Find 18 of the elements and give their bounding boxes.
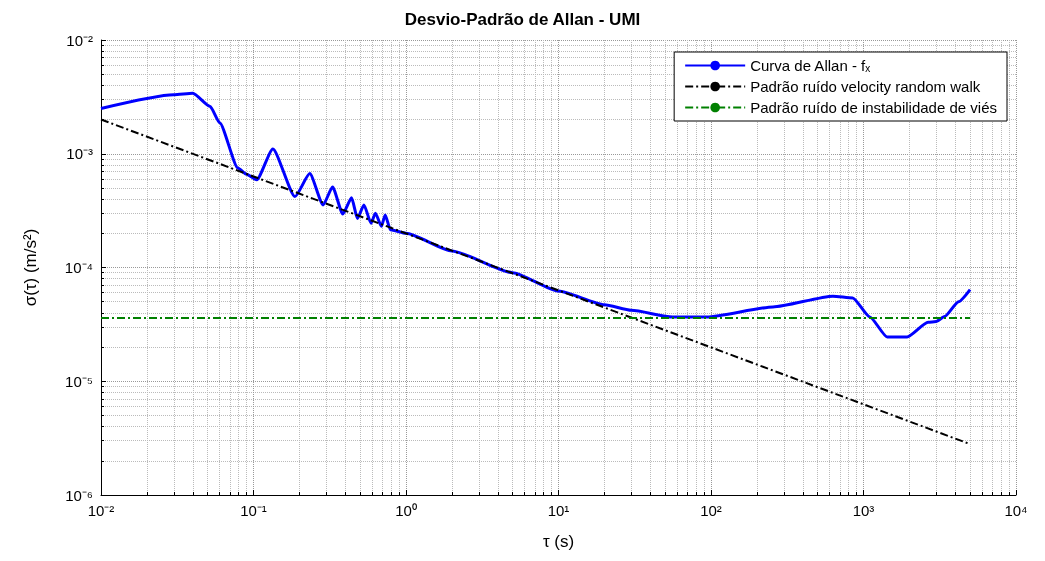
y-tick-label: 10⁻⁴	[64, 259, 93, 276]
x-tick-label: 10²	[700, 502, 722, 519]
x-axis-title: τ (s)	[542, 532, 575, 551]
x-tick-label: 10¹	[547, 502, 570, 519]
chart-title: Desvio-Padrão de Allan - UMI	[404, 10, 641, 29]
y-tick-label: 10⁻⁵	[65, 372, 93, 390]
x-tick-label: 10⁴	[1004, 502, 1028, 519]
y-tick-label: 10⁻⁶	[65, 486, 93, 504]
y-tick-label: 10⁻²	[66, 31, 93, 49]
legend-label: Curva de Allan - fₓ	[750, 57, 871, 74]
y-tick-label: 10⁻³	[66, 145, 93, 163]
x-tick-label: 10⁻²	[87, 502, 115, 519]
y-axis-title: σ(τ) (m/s²)	[21, 228, 40, 307]
x-tick-label: 10³	[852, 502, 875, 519]
x-tick-label: 10⁻¹	[240, 502, 267, 519]
x-tick-label: 10⁰	[395, 502, 417, 519]
legend-label: Padrão ruído velocity random walk	[750, 78, 981, 95]
legend-label: Padrão ruído de instabilidade de viés	[750, 99, 998, 116]
